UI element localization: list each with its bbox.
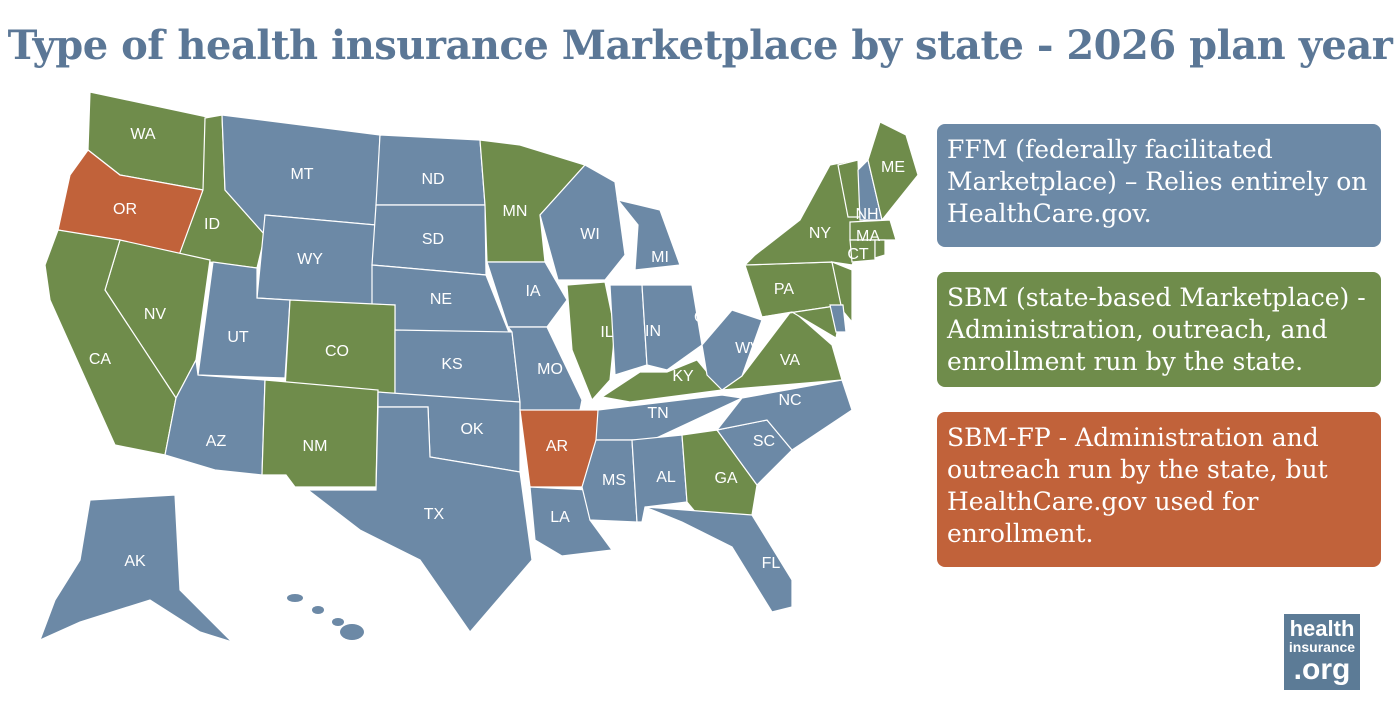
state-ms — [581, 439, 638, 523]
state-label-az: AZ — [206, 433, 227, 450]
state-label-wv: WV — [735, 340, 761, 357]
state-label-ia: IA — [525, 283, 540, 300]
state-il — [566, 281, 616, 402]
state-label-ga: GA — [714, 470, 737, 487]
legend-sbm-text: SBM (state-based Marketplace) - Administ… — [947, 283, 1366, 376]
state-hi — [312, 606, 324, 614]
state-fl — [644, 506, 793, 613]
state-label-pa: PA — [774, 281, 794, 298]
state-mn — [479, 139, 587, 263]
state-label-nh: NH — [855, 206, 878, 223]
legend-sbm-fp: SBM-FP - Administration and outreach run… — [937, 412, 1381, 567]
state-label-va: VA — [780, 352, 800, 369]
state-label-wa: WA — [130, 126, 156, 143]
state-label-me: ME — [881, 159, 905, 176]
state-nj — [831, 261, 853, 324]
state-label-wi: WI — [580, 226, 600, 243]
state-label-sd: SD — [422, 231, 444, 248]
state-label-tn: TN — [647, 405, 668, 422]
legend-ffm: FFM (federally facilitated Marketplace) … — [937, 124, 1381, 247]
state-label-ky: KY — [672, 368, 694, 385]
state-label-mt: MT — [290, 166, 313, 183]
state-tn — [595, 394, 745, 441]
state-label-ca: CA — [89, 351, 112, 368]
healthinsurance-org-logo: health insurance .org — [1284, 614, 1360, 690]
state-label-ne: NE — [430, 291, 452, 308]
state-label-ok: OK — [460, 421, 483, 438]
state-label-oh: OH — [694, 309, 718, 326]
legend-sbm: SBM (state-based Marketplace) - Administ… — [937, 272, 1381, 387]
state-label-ct: CT — [847, 246, 869, 263]
state-wi — [539, 164, 626, 281]
state-hi — [332, 618, 344, 626]
state-label-id: ID — [204, 216, 220, 233]
state-ia — [486, 261, 568, 328]
state-wv — [701, 309, 763, 391]
state-hi — [287, 594, 303, 602]
state-label-ny: NY — [809, 225, 832, 242]
state-nm — [261, 379, 379, 488]
state-label-ut: UT — [227, 329, 249, 346]
state-mi — [616, 199, 681, 271]
state-me — [867, 121, 919, 222]
legend-sbm-fp-text: SBM-FP - Administration and outreach run… — [947, 423, 1328, 548]
state-label-wy: WY — [297, 251, 323, 268]
state-label-ak: AK — [124, 553, 146, 570]
state-ct — [849, 239, 876, 263]
state-label-mo: MO — [537, 361, 563, 378]
state-label-co: CO — [325, 343, 349, 360]
logo-line2: insurance — [1288, 639, 1356, 655]
state-label-nc: NC — [778, 392, 801, 409]
state-label-nv: NV — [144, 306, 167, 323]
state-label-ms: MS — [602, 472, 626, 489]
legend-ffm-text: FFM (federally facilitated Marketplace) … — [947, 135, 1368, 228]
state-label-ks: KS — [441, 356, 462, 373]
state-label-nd: ND — [421, 171, 444, 188]
state-label-ar: AR — [546, 438, 568, 455]
state-label-or: OR — [113, 201, 137, 218]
state-label-ma: MA — [856, 228, 880, 245]
state-label-sc: SC — [753, 433, 775, 450]
logo-line1: health — [1289, 616, 1355, 641]
state-de — [829, 304, 847, 333]
state-label-al: AL — [656, 469, 676, 486]
state-ma — [849, 219, 897, 241]
state-label-la: LA — [550, 509, 570, 526]
state-ri — [874, 239, 886, 259]
us-state-map: WA OR ID MT WY ND SD NE MN IA WI MI NV CA UT CO AZ NM KS OK… — [38, 91, 919, 643]
state-oh — [641, 284, 703, 371]
state-md — [761, 304, 843, 339]
state-nd — [375, 134, 486, 206]
state-label-il: IL — [600, 324, 613, 341]
state-label-tx: TX — [424, 506, 445, 523]
page-title: Type of health insurance Marketplace by … — [7, 22, 1393, 69]
state-tx — [306, 406, 533, 633]
state-label-nm: NM — [303, 438, 328, 455]
state-label-mn: MN — [503, 203, 528, 220]
state-label-fl: FL — [762, 555, 781, 572]
logo-line3: .org — [1293, 653, 1351, 686]
state-ak — [38, 494, 233, 643]
state-ky — [600, 359, 724, 403]
state-hi — [340, 624, 364, 640]
state-label-in: IN — [645, 323, 661, 340]
state-in — [609, 284, 648, 376]
state-label-mi: MI — [651, 249, 669, 266]
